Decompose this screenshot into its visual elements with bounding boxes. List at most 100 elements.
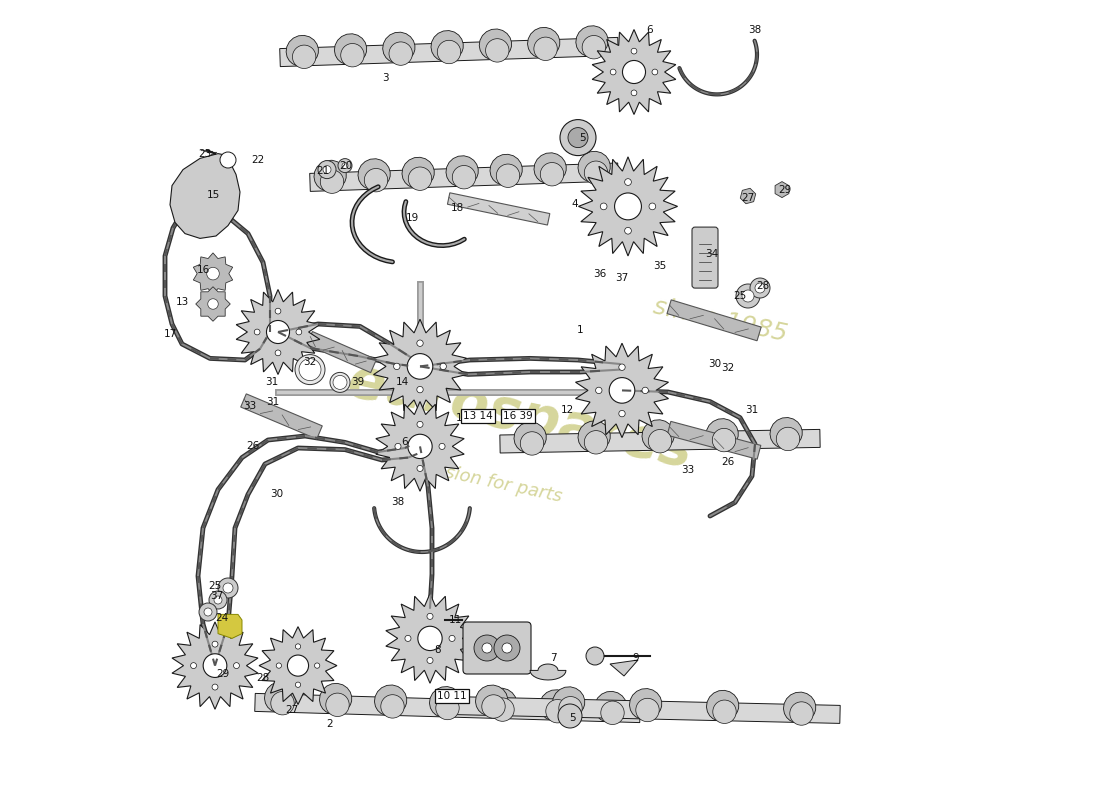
Circle shape bbox=[502, 643, 512, 653]
Circle shape bbox=[558, 704, 582, 728]
Circle shape bbox=[417, 386, 424, 393]
Circle shape bbox=[364, 169, 387, 192]
Polygon shape bbox=[454, 697, 840, 723]
Circle shape bbox=[494, 635, 520, 661]
Polygon shape bbox=[172, 622, 258, 710]
Text: 15: 15 bbox=[207, 190, 220, 200]
Circle shape bbox=[223, 583, 233, 593]
Polygon shape bbox=[480, 29, 512, 59]
Circle shape bbox=[318, 161, 336, 178]
Text: 19: 19 bbox=[406, 213, 419, 222]
Circle shape bbox=[586, 647, 604, 665]
Circle shape bbox=[582, 35, 606, 59]
Polygon shape bbox=[575, 26, 608, 56]
Circle shape bbox=[736, 284, 760, 308]
Text: 31: 31 bbox=[266, 397, 279, 406]
Text: eurospares: eurospares bbox=[343, 353, 697, 479]
Circle shape bbox=[623, 61, 646, 83]
Polygon shape bbox=[236, 290, 320, 374]
Polygon shape bbox=[667, 422, 761, 459]
Circle shape bbox=[342, 162, 348, 169]
Circle shape bbox=[389, 42, 412, 66]
Circle shape bbox=[713, 700, 736, 723]
Text: 20: 20 bbox=[340, 162, 353, 171]
Circle shape bbox=[214, 596, 222, 604]
Circle shape bbox=[408, 434, 432, 458]
Polygon shape bbox=[374, 319, 466, 414]
Circle shape bbox=[438, 40, 461, 64]
Circle shape bbox=[315, 663, 320, 668]
Text: 34: 34 bbox=[705, 250, 718, 259]
Polygon shape bbox=[642, 420, 674, 450]
Text: 32: 32 bbox=[304, 358, 317, 367]
Polygon shape bbox=[514, 422, 547, 453]
Polygon shape bbox=[334, 34, 366, 64]
Circle shape bbox=[417, 340, 424, 346]
Circle shape bbox=[275, 350, 280, 356]
Circle shape bbox=[790, 702, 813, 726]
Circle shape bbox=[320, 170, 343, 194]
Circle shape bbox=[381, 694, 404, 718]
Circle shape bbox=[295, 354, 324, 385]
Text: 16: 16 bbox=[197, 266, 210, 275]
Circle shape bbox=[417, 466, 424, 471]
Polygon shape bbox=[310, 163, 618, 191]
Circle shape bbox=[271, 691, 294, 715]
Text: since 1985: since 1985 bbox=[651, 294, 790, 346]
Circle shape bbox=[212, 641, 218, 647]
Text: 37: 37 bbox=[615, 274, 628, 283]
Polygon shape bbox=[706, 418, 738, 449]
Circle shape bbox=[631, 48, 637, 54]
Circle shape bbox=[496, 164, 519, 187]
Text: 25: 25 bbox=[734, 291, 747, 301]
Circle shape bbox=[560, 119, 596, 155]
Polygon shape bbox=[383, 32, 415, 62]
Text: 4: 4 bbox=[572, 199, 579, 209]
Circle shape bbox=[266, 321, 289, 343]
Circle shape bbox=[333, 375, 346, 390]
Circle shape bbox=[293, 45, 316, 69]
Circle shape bbox=[777, 427, 800, 450]
Polygon shape bbox=[286, 35, 318, 66]
Circle shape bbox=[407, 354, 432, 379]
Circle shape bbox=[296, 329, 301, 335]
Circle shape bbox=[474, 635, 500, 661]
Text: 12: 12 bbox=[560, 406, 573, 415]
Polygon shape bbox=[499, 430, 821, 453]
Text: 18: 18 bbox=[450, 203, 463, 213]
Text: 39: 39 bbox=[351, 378, 364, 387]
Circle shape bbox=[204, 608, 212, 616]
Circle shape bbox=[755, 283, 764, 293]
FancyBboxPatch shape bbox=[692, 227, 718, 288]
Polygon shape bbox=[592, 30, 675, 114]
Polygon shape bbox=[241, 394, 322, 439]
Text: 2: 2 bbox=[327, 719, 333, 729]
Circle shape bbox=[296, 682, 300, 687]
Circle shape bbox=[341, 43, 364, 67]
Text: 31: 31 bbox=[746, 405, 759, 414]
Polygon shape bbox=[534, 153, 566, 183]
Polygon shape bbox=[358, 158, 390, 190]
Circle shape bbox=[199, 603, 217, 621]
Polygon shape bbox=[446, 156, 478, 186]
Text: 37: 37 bbox=[210, 591, 223, 601]
Circle shape bbox=[625, 178, 631, 186]
Text: 30: 30 bbox=[708, 359, 722, 369]
Text: 6: 6 bbox=[647, 26, 653, 35]
Text: 36: 36 bbox=[593, 270, 606, 279]
Text: 10 11: 10 11 bbox=[437, 691, 466, 701]
Circle shape bbox=[394, 363, 400, 370]
Circle shape bbox=[584, 430, 607, 454]
Text: 23: 23 bbox=[198, 149, 211, 158]
Text: 38: 38 bbox=[392, 497, 405, 506]
Polygon shape bbox=[530, 664, 566, 680]
Text: a passion for parts: a passion for parts bbox=[396, 454, 564, 506]
Text: 17: 17 bbox=[164, 330, 177, 339]
Circle shape bbox=[584, 161, 607, 185]
Polygon shape bbox=[260, 626, 337, 705]
Text: 7: 7 bbox=[550, 653, 557, 662]
Polygon shape bbox=[594, 691, 627, 722]
Circle shape bbox=[296, 644, 300, 649]
Polygon shape bbox=[776, 182, 789, 198]
Circle shape bbox=[418, 626, 442, 650]
